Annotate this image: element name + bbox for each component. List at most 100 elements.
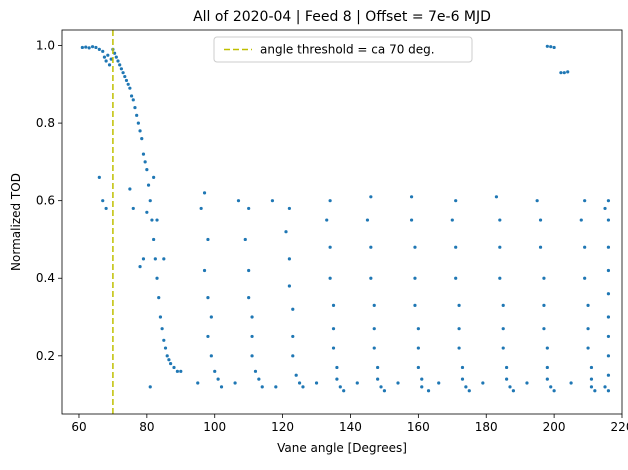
- data-point: [94, 45, 98, 50]
- y-tick-label: 0.6: [36, 194, 55, 208]
- data-point: [140, 137, 144, 141]
- data-point: [148, 199, 152, 203]
- data-point: [369, 245, 373, 249]
- data-point: [606, 354, 611, 358]
- data-point: [270, 199, 275, 203]
- data-point: [586, 346, 590, 350]
- data-point: [331, 346, 336, 350]
- data-point: [382, 389, 387, 393]
- data-point: [124, 78, 129, 83]
- data-point: [454, 276, 458, 280]
- data-point: [545, 365, 549, 370]
- data-point: [593, 389, 597, 393]
- data-point: [338, 385, 342, 389]
- data-point: [213, 369, 217, 373]
- x-tick-label: 140: [339, 420, 362, 434]
- data-point: [606, 245, 611, 249]
- data-point: [199, 206, 203, 211]
- data-point: [413, 303, 417, 307]
- data-point: [416, 346, 420, 350]
- data-point: [460, 365, 465, 370]
- data-point: [206, 296, 210, 300]
- data-point: [331, 303, 336, 307]
- data-point: [606, 373, 611, 377]
- data-point: [372, 303, 376, 307]
- data-point: [138, 265, 142, 269]
- data-point: [508, 385, 512, 389]
- data-point: [335, 365, 339, 370]
- x-tick-label: 160: [407, 420, 430, 434]
- data-point: [501, 303, 505, 307]
- data-point: [457, 303, 461, 307]
- data-point: [542, 303, 546, 307]
- data-point: [196, 381, 200, 385]
- data-point: [90, 45, 95, 49]
- data-point: [606, 292, 611, 296]
- data-point: [603, 385, 607, 389]
- data-point: [206, 237, 210, 242]
- data-point: [287, 206, 291, 211]
- data-point: [84, 45, 88, 49]
- data-point: [128, 86, 132, 90]
- data-point: [606, 315, 611, 319]
- data-point: [501, 346, 505, 350]
- data-point: [136, 121, 140, 125]
- data-point: [131, 206, 135, 211]
- data-point: [107, 63, 112, 67]
- data-point: [126, 82, 130, 86]
- data-point: [209, 315, 213, 319]
- data-point: [135, 113, 139, 117]
- data-point: [545, 44, 549, 48]
- data-point: [253, 369, 258, 373]
- data-point: [169, 361, 173, 366]
- data-point: [454, 199, 458, 203]
- data-point: [133, 105, 137, 110]
- y-tick-label: 0.4: [36, 271, 55, 285]
- data-point: [376, 377, 380, 381]
- data-point: [372, 346, 376, 350]
- data-point: [525, 381, 529, 385]
- data-point: [566, 70, 570, 74]
- data-point: [297, 381, 302, 385]
- data-point: [128, 187, 132, 191]
- data-point: [545, 346, 549, 350]
- data-point: [150, 218, 154, 222]
- data-point: [454, 245, 458, 249]
- data-point: [413, 276, 417, 280]
- data-point: [158, 315, 163, 319]
- data-point: [606, 218, 611, 222]
- data-point: [250, 354, 254, 358]
- data-point: [549, 45, 553, 49]
- data-point: [420, 377, 424, 381]
- data-point: [464, 385, 468, 389]
- x-tick-label: 60: [71, 420, 86, 434]
- data-point: [250, 334, 254, 339]
- data-point: [141, 257, 146, 261]
- x-tick-label: 80: [139, 420, 154, 434]
- y-axis: 0.2 0.4 0.6 0.8 1.0: [36, 39, 62, 363]
- data-point: [155, 276, 159, 280]
- data-point: [162, 257, 166, 261]
- data-point: [143, 160, 147, 164]
- data-point: [606, 199, 611, 203]
- data-point: [257, 377, 261, 381]
- data-point: [97, 47, 101, 51]
- data-point: [498, 245, 502, 249]
- data-point: [426, 389, 431, 393]
- data-point: [545, 377, 549, 381]
- data-point: [328, 276, 332, 280]
- data-point: [549, 385, 553, 389]
- data-point: [101, 49, 105, 53]
- x-tick-label: 180: [475, 420, 498, 434]
- data-point: [589, 365, 594, 370]
- data-point: [552, 389, 556, 393]
- data-point: [118, 63, 122, 67]
- data-point: [97, 175, 101, 179]
- data-point: [416, 365, 420, 370]
- data-point: [163, 346, 168, 350]
- data-point: [498, 276, 502, 280]
- plot-area: [80, 30, 611, 414]
- data-point: [409, 195, 414, 199]
